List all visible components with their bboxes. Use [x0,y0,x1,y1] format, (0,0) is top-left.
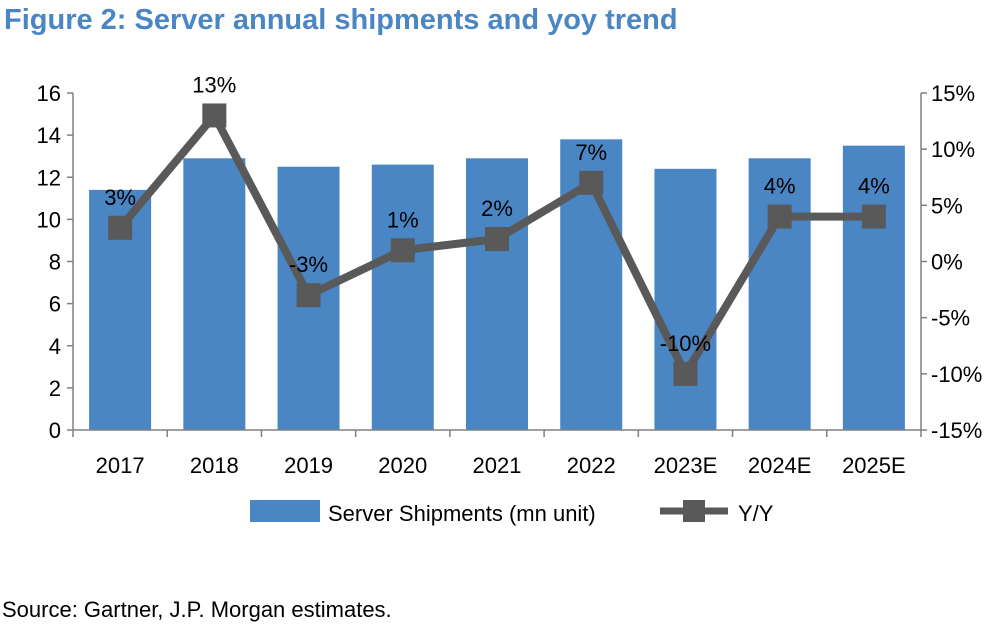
bar [748,158,811,430]
left-tick-label: 12 [37,165,61,190]
x-tick-label: 2018 [190,453,239,478]
x-tick-label: 2019 [284,453,333,478]
yoy-marker [767,204,792,229]
legend-label-bar: Server Shipments (mn unit) [328,501,596,526]
bar [183,158,246,430]
bar [466,158,528,430]
left-tick-label: 8 [49,250,61,275]
left-tick-label: 6 [49,292,61,317]
bar-series [89,139,905,431]
right-axis: -15% -10% -5% 0% 5% 10% 15% [920,81,982,443]
bar [654,168,717,430]
legend-label-line: Y/Y [738,501,774,526]
left-tick-label: 10 [37,207,61,232]
page-title: Figure 2: Server annual shipments and yo… [4,4,678,36]
legend-swatch-bar [250,500,320,522]
yoy-data-label: 2% [481,196,513,221]
right-tick-label: -10% [931,362,982,387]
left-tick-label: 16 [37,81,61,106]
source-note: Source: Gartner, J.P. Morgan estimates. [2,597,392,622]
yoy-marker [202,103,227,128]
x-tick-label: 2024E [748,453,812,478]
legend-swatch-marker [683,500,705,522]
yoy-marker [579,170,604,195]
yoy-data-label: 7% [575,140,607,165]
yoy-data-label: 4% [764,174,796,199]
yoy-marker [861,204,886,229]
yoy-marker [673,361,698,386]
right-tick-label: -5% [931,306,970,331]
yoy-marker [296,283,321,308]
line-series: 3% 13% -3% 1% 2% 7% -10% 4% 4% [104,72,890,386]
x-tick-label: 2021 [473,453,522,478]
left-tick-label: 14 [37,123,61,148]
yoy-marker [108,215,133,240]
yoy-data-label: 13% [192,72,236,97]
x-tick-label: 2020 [378,453,427,478]
left-tick-label: 4 [49,334,61,359]
yoy-data-label: 3% [104,185,136,210]
right-tick-label: 0% [931,250,963,275]
bar [371,164,434,431]
chart: 0 2 4 6 8 10 12 14 16 -15% -10% -5% 0% 5% 10% 15% 2017… [37,72,983,526]
legend: Server Shipments (mn unit) Y/Y [250,500,774,526]
yoy-data-label: -3% [289,252,328,277]
x-tick-label: 2025E [842,453,906,478]
right-tick-label: -15% [931,418,982,443]
left-axis: 0 2 4 6 8 10 12 14 16 [37,81,74,443]
yoy-data-label: 4% [858,174,890,199]
x-tick-label: 2022 [567,453,616,478]
right-tick-label: 5% [931,193,963,218]
yoy-data-label: 1% [387,207,419,232]
yoy-marker [390,238,415,263]
yoy-marker [485,227,509,252]
x-axis: 2017 2018 2019 2020 2021 2022 2023E 2024E 2025E [72,429,922,478]
yoy-data-label: -10% [660,331,711,356]
left-tick-label: 0 [49,418,61,443]
x-tick-label: 2023E [654,453,718,478]
x-tick-label: 2017 [96,453,145,478]
right-tick-label: 15% [931,81,975,106]
left-tick-label: 2 [49,376,61,401]
bar [842,145,905,430]
right-tick-label: 10% [931,137,975,162]
